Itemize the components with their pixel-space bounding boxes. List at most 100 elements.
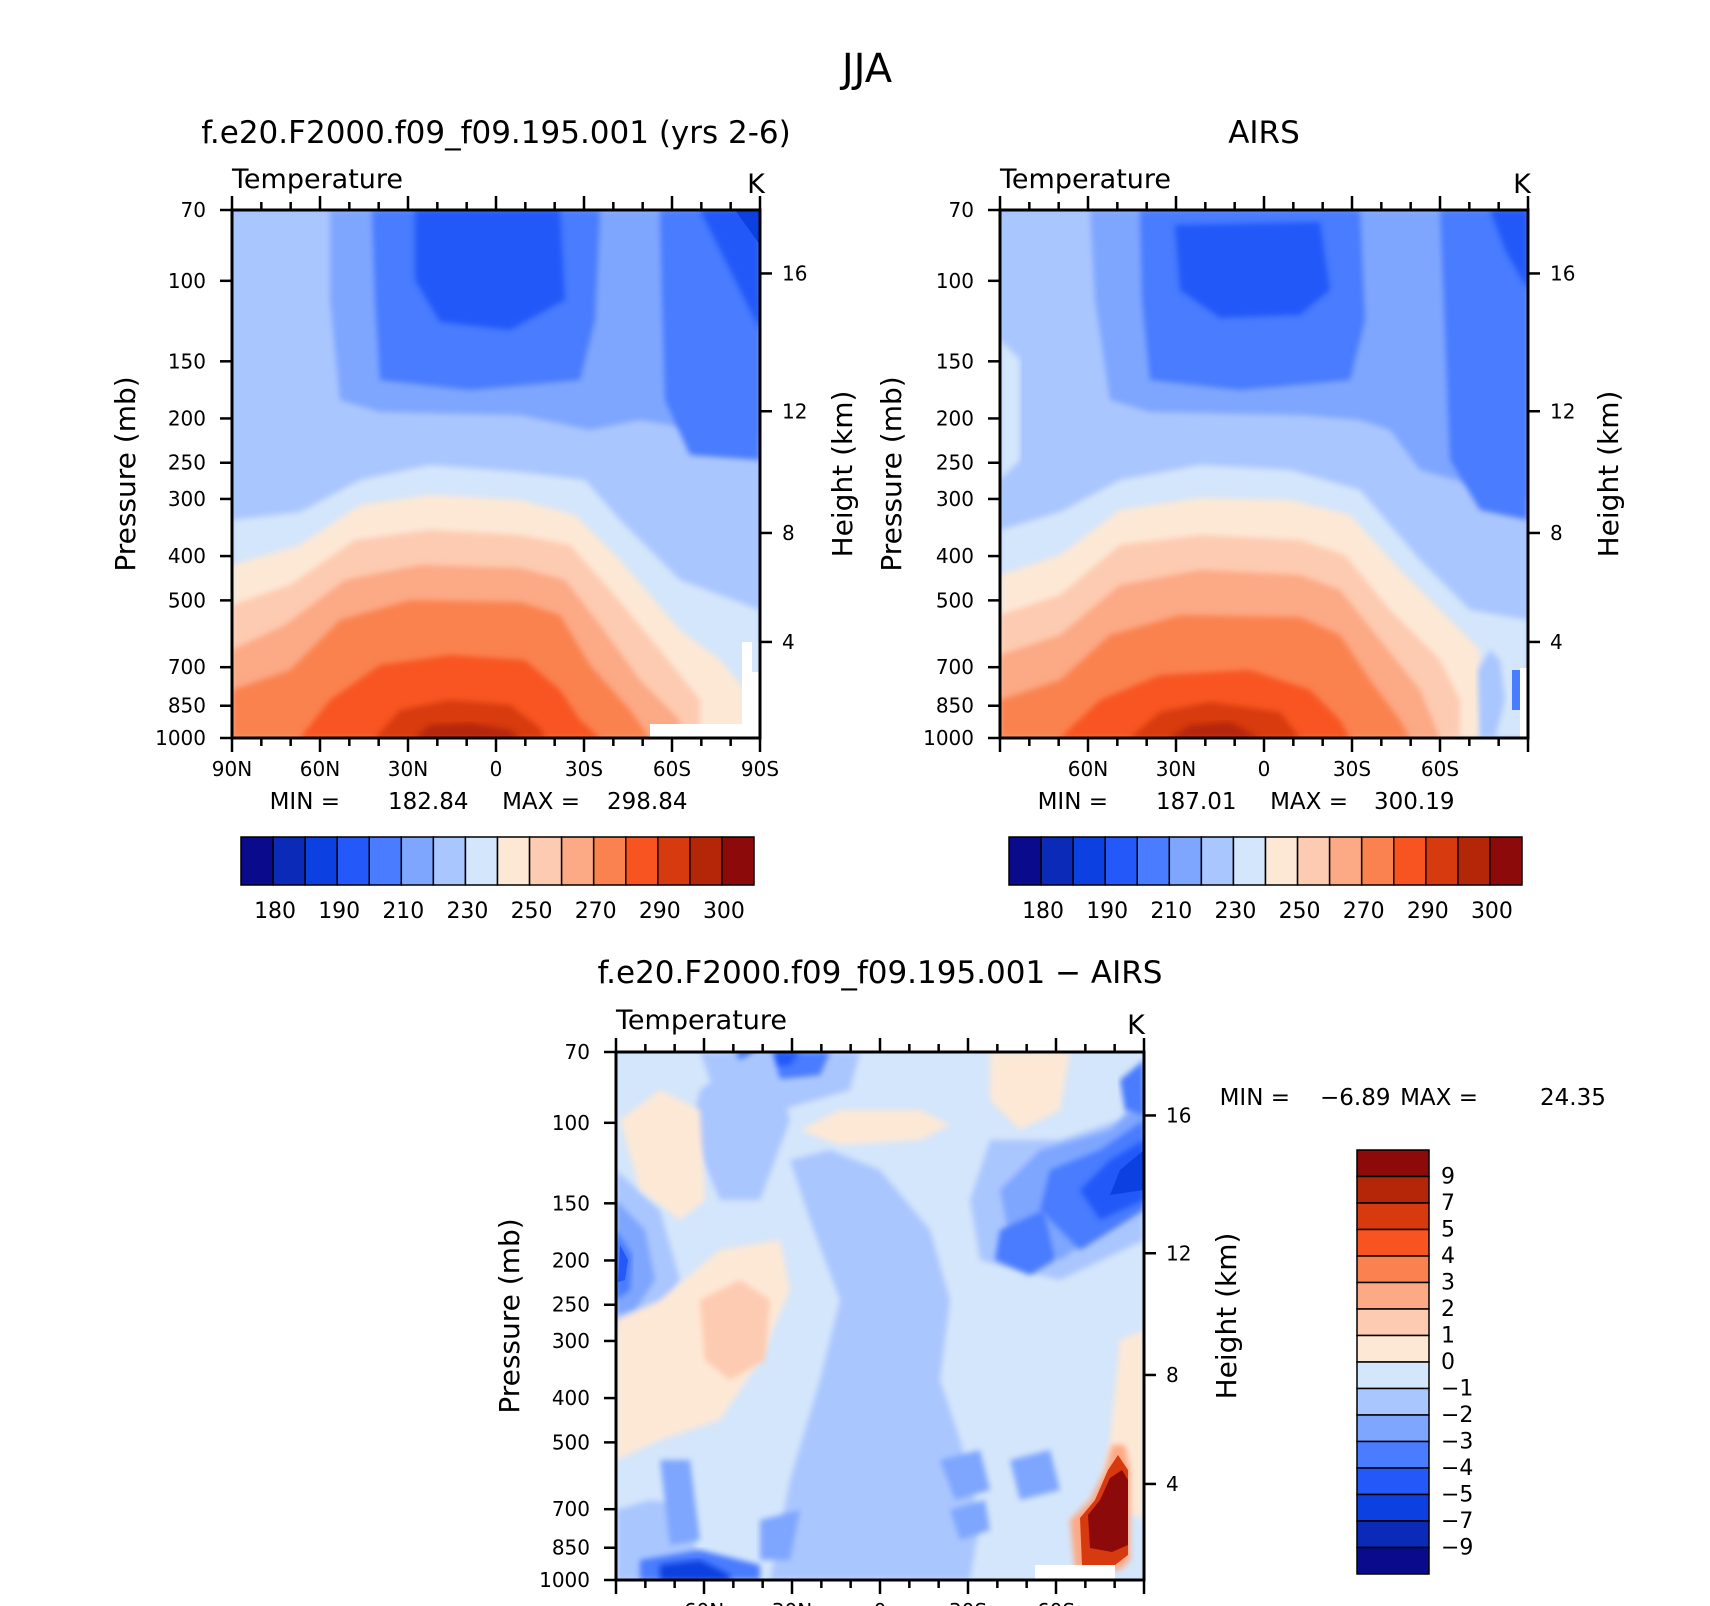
- y-tick-label: 100: [936, 269, 974, 293]
- x-tick-label: 30N: [1156, 757, 1196, 781]
- y-tick-label: 100: [168, 269, 206, 293]
- colorbar-label: 5: [1441, 1218, 1455, 1243]
- colorbar-swatch: [368, 836, 403, 886]
- y-tick-label: 700: [552, 1497, 590, 1521]
- x-tick-label: 30S: [949, 1599, 987, 1606]
- panel-model-contour-field: [232, 210, 760, 738]
- colorbar-label: 300: [1471, 899, 1513, 924]
- x-tick-label: 60N: [1068, 757, 1108, 781]
- y-tick-label: 1000: [923, 726, 974, 750]
- panel-model-max-value: 298.84: [607, 789, 687, 815]
- y-tick-label: 300: [168, 487, 206, 511]
- colorbar-swatch: [528, 836, 563, 886]
- colorbar-label: 1: [1441, 1324, 1455, 1349]
- y-right-tick-label: 16: [1166, 1103, 1191, 1127]
- x-tick-label: 60S: [653, 757, 691, 781]
- y-tick-label: 70: [565, 1040, 590, 1064]
- panel-model-min-label: MIN =: [270, 789, 340, 815]
- colorbar-swatch: [1200, 836, 1235, 886]
- colorbar-label: −5: [1441, 1483, 1473, 1508]
- colorbar-swatch: [1296, 836, 1331, 886]
- colorbar-swatch: [560, 836, 595, 886]
- y-tick-label: 100: [552, 1111, 590, 1135]
- colorbar-swatch: [592, 836, 627, 886]
- colorbar-label: −2: [1441, 1403, 1473, 1428]
- colorbar-label: 9: [1441, 1165, 1455, 1190]
- colorbar-label: 190: [318, 899, 360, 924]
- panel-obs-units-label: K: [1513, 169, 1532, 200]
- colorbar-label: −1: [1441, 1377, 1473, 1402]
- panel-diff-max-label: MAX =: [1400, 1085, 1478, 1111]
- colorbar-label: 270: [575, 899, 617, 924]
- y-right-tick-label: 4: [1166, 1472, 1179, 1496]
- colorbar-swatch: [1356, 1308, 1430, 1337]
- y-tick-label: 500: [552, 1430, 590, 1454]
- panel-model-axes: 70 100 150 200 250 300 400 500 700 850 1000 16 12 8 4 9…: [155, 196, 807, 781]
- colorbar-swatch: [1356, 1334, 1430, 1363]
- y-tick-label: 70: [949, 198, 974, 222]
- colorbar-label: −4: [1441, 1456, 1473, 1481]
- y-right-tick-label: 4: [1550, 630, 1563, 654]
- panel-diff-min-value: −6.89: [1320, 1085, 1390, 1111]
- y-right-tick-label: 8: [1166, 1363, 1179, 1387]
- colorbar-swatch: [1356, 1175, 1430, 1204]
- panel-obs-ylabel-right: Height (km): [1592, 391, 1625, 558]
- panel-diff: f.e20.F2000.f09_f09.195.001 − AIRS Tempe…: [493, 955, 1606, 1606]
- colorbar-swatch: [1356, 1546, 1430, 1575]
- colorbar-swatch: [1232, 836, 1267, 886]
- colorbar-label: 4: [1441, 1244, 1455, 1269]
- colorbar-label: 270: [1343, 899, 1385, 924]
- panel-diff-ylabel-right: Height (km): [1210, 1233, 1243, 1400]
- colorbar-swatch: [1072, 836, 1106, 886]
- colorbar-label: 210: [382, 899, 424, 924]
- panel-obs-contour-field: [1000, 210, 1528, 738]
- colorbar-label: 300: [703, 899, 745, 924]
- panel-model-max-label: MAX =: [502, 789, 580, 815]
- colorbar-swatch: [1356, 1202, 1430, 1231]
- x-tick-label: 0: [1258, 757, 1271, 781]
- panel-diff-min-label: MIN =: [1220, 1085, 1290, 1111]
- panel-model-title: f.e20.F2000.f09_f09.195.001 (yrs 2-6): [201, 115, 791, 151]
- colorbar-swatch: [657, 836, 691, 886]
- panel-obs: AIRS Temperature K 70 100 150 200 250 300 400 5…: [875, 115, 1625, 924]
- panel-obs-ylabel: Pressure (mb): [875, 376, 908, 571]
- panel-diff-title: f.e20.F2000.f09_f09.195.001 − AIRS: [598, 955, 1163, 991]
- panel-obs-min-label: MIN =: [1038, 789, 1108, 815]
- colorbar-label: 3: [1441, 1271, 1455, 1296]
- colorbar-swatch: [1008, 836, 1042, 886]
- colorbar-label: −3: [1441, 1430, 1473, 1455]
- colorbar-swatch: [1356, 1387, 1430, 1416]
- panel-diff-ylabel: Pressure (mb): [493, 1218, 526, 1413]
- colorbar-swatch: [1356, 1228, 1430, 1257]
- panel-obs-colorbar: 180 190 210 230 250 270 290 300: [1008, 836, 1523, 924]
- colorbar-label: 230: [1214, 899, 1256, 924]
- panel-obs-axes: 70 100 150 200 250 300 400 500 700 850 1000 16 12 8 4 6…: [923, 196, 1575, 781]
- y-tick-label: 400: [936, 544, 974, 568]
- colorbar-label: 180: [1022, 899, 1064, 924]
- panel-model-colorbar: 180 190 210 230 250 270 290 300: [240, 836, 755, 924]
- x-tick-label: 60N: [684, 1599, 724, 1606]
- colorbar-swatch: [1136, 836, 1171, 886]
- y-right-tick-label: 8: [782, 521, 795, 545]
- y-tick-label: 700: [936, 655, 974, 679]
- colorbar-label: 230: [446, 899, 488, 924]
- panel-model-ylabel-right: Height (km): [826, 391, 859, 558]
- colorbar-swatch: [1104, 836, 1138, 886]
- y-tick-label: 500: [936, 588, 974, 612]
- y-tick-label: 700: [168, 655, 206, 679]
- panel-model: f.e20.F2000.f09_f09.195.001 (yrs 2-6) Te…: [109, 115, 859, 924]
- colorbar-swatch: [1168, 836, 1203, 886]
- y-tick-label: 70: [181, 198, 206, 222]
- y-tick-label: 250: [936, 451, 974, 475]
- y-tick-label: 850: [552, 1536, 590, 1560]
- colorbar-label: 180: [254, 899, 296, 924]
- y-tick-label: 300: [552, 1329, 590, 1353]
- colorbar-label: 190: [1086, 899, 1128, 924]
- x-tick-label: 90S: [741, 757, 779, 781]
- colorbar-swatch: [1356, 1281, 1430, 1310]
- colorbar-swatch: [1356, 1414, 1430, 1443]
- x-tick-label: 30S: [565, 757, 603, 781]
- y-right-tick-label: 4: [782, 630, 795, 654]
- colorbar-swatch: [1489, 836, 1523, 886]
- y-right-tick-label: 16: [782, 261, 807, 285]
